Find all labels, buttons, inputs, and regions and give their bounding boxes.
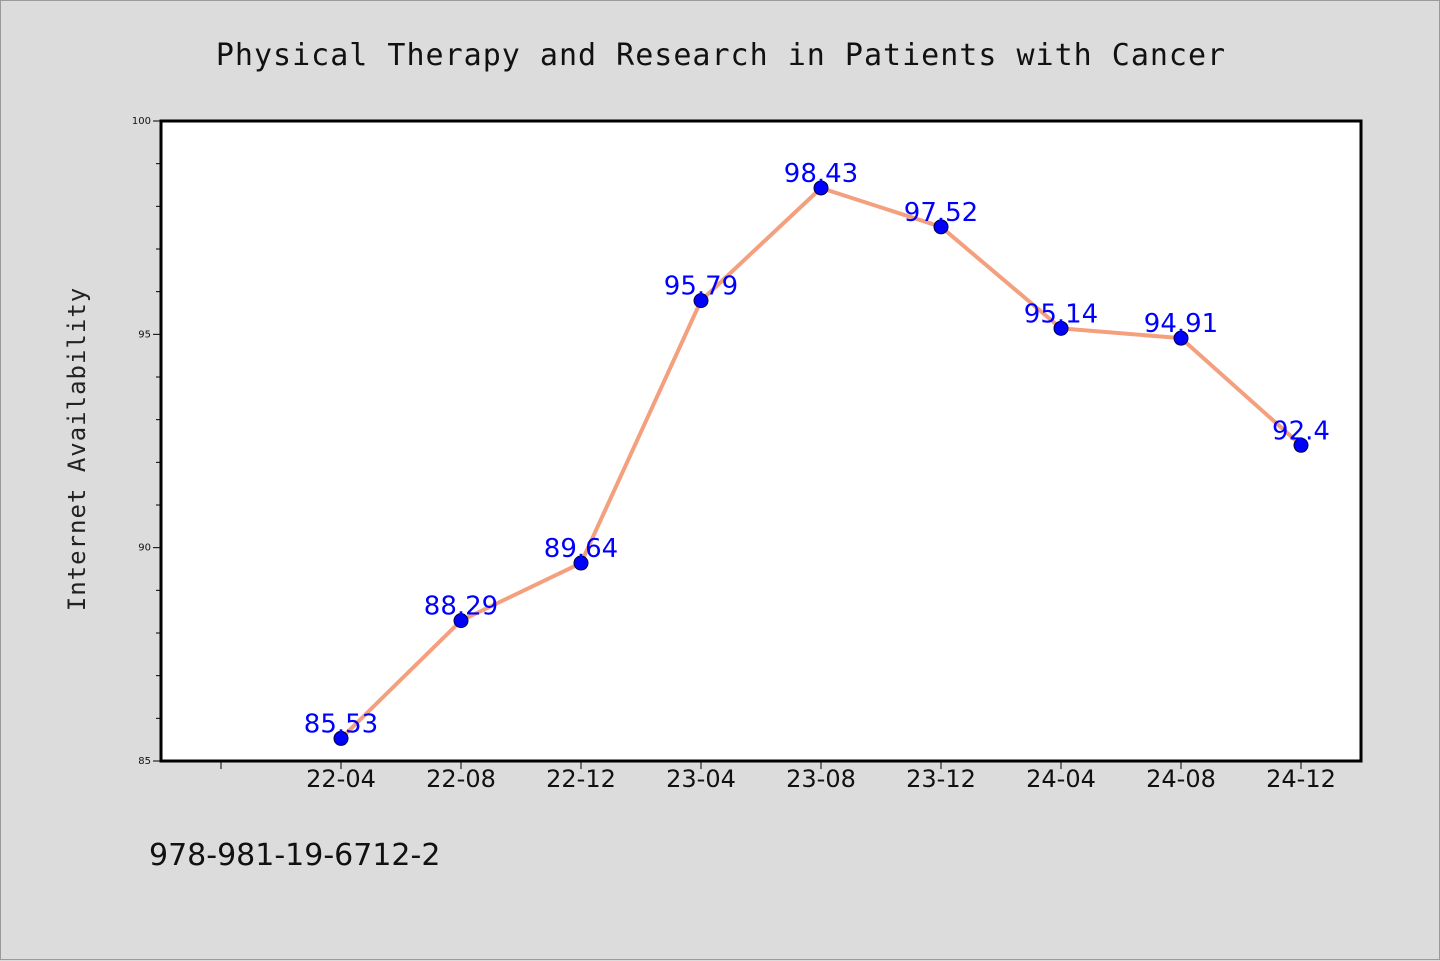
data-label: 92.4 — [1272, 416, 1330, 446]
y-tick-label: 90 — [138, 543, 151, 554]
x-tick-label: 24-12 — [1266, 765, 1336, 793]
y-axis: 85 90 95 100 — [132, 116, 161, 767]
data-label: 88.29 — [424, 592, 498, 622]
y-tick-label: 95 — [138, 329, 151, 340]
x-axis: 22-04 22-08 22-12 23-04 23-08 23-12 24-04 24-08… — [220, 761, 1336, 793]
isbn-text: 978-981-19-6712-2 — [149, 838, 440, 873]
x-tick-label: 23-12 — [906, 765, 976, 793]
y-tick-label: 85 — [138, 756, 151, 767]
data-point — [333, 730, 349, 746]
chart-title: Physical Therapy and Research in Patient… — [216, 38, 1226, 73]
data-label: 95.79 — [664, 272, 738, 302]
x-tick-label: 23-08 — [786, 765, 856, 793]
data-label: 98.43 — [784, 159, 858, 189]
data-point — [573, 555, 589, 571]
data-label: 89.64 — [544, 534, 618, 564]
x-tick-label: 22-08 — [426, 765, 496, 793]
data-labels: 85.53 88.29 89.64 95.79 98.43 97.52 95.14 94.91… — [304, 159, 1330, 739]
x-tick-label: 22-12 — [546, 765, 616, 793]
data-point — [693, 293, 709, 309]
x-tick-label: 24-04 — [1026, 765, 1096, 793]
x-tick-label: 22-04 — [306, 765, 376, 793]
data-point — [933, 219, 949, 235]
series-layer — [333, 180, 1309, 746]
data-label: 95.14 — [1024, 299, 1098, 329]
data-label: 94.91 — [1144, 309, 1218, 339]
plot-area — [159, 119, 1363, 763]
data-point — [453, 613, 469, 629]
data-point — [1293, 437, 1309, 453]
data-point — [1173, 330, 1189, 346]
x-tick-label: 23-04 — [666, 765, 736, 793]
data-label: 97.52 — [904, 198, 978, 228]
y-tick-label: 100 — [132, 116, 151, 127]
data-label: 85.53 — [304, 709, 378, 739]
data-point — [1053, 320, 1069, 336]
data-point — [813, 180, 829, 196]
y-axis-label: Internet Availability — [63, 287, 91, 611]
x-tick-label: 24-08 — [1146, 765, 1216, 793]
